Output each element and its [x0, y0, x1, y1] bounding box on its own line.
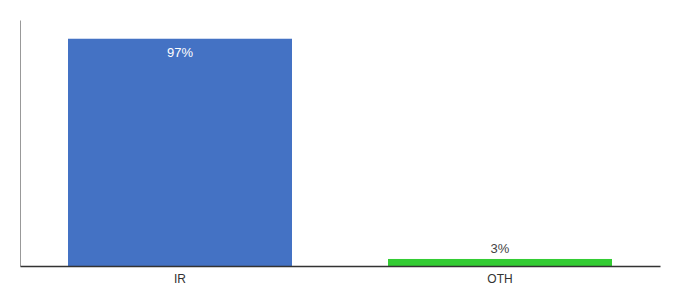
data-labels: 97% 3% — [167, 45, 510, 256]
x-axis: IR OTH — [21, 267, 661, 286]
y-axis-line — [20, 21, 21, 267]
y-axis — [20, 21, 21, 267]
plot: IR OTH 97% 3% — [21, 21, 661, 286]
x-tick-label: OTH — [487, 272, 512, 286]
data-label: 97% — [167, 45, 193, 60]
data-label: 3% — [491, 241, 510, 256]
bars — [68, 39, 612, 266]
bar — [68, 39, 292, 266]
chart: IR OTH 97% 3% — [0, 0, 680, 300]
bar — [388, 259, 612, 266]
x-tick-label: IR — [174, 272, 186, 286]
x-tick: IR — [174, 272, 186, 286]
x-axis-line — [21, 266, 661, 268]
x-tick: OTH — [487, 272, 512, 286]
